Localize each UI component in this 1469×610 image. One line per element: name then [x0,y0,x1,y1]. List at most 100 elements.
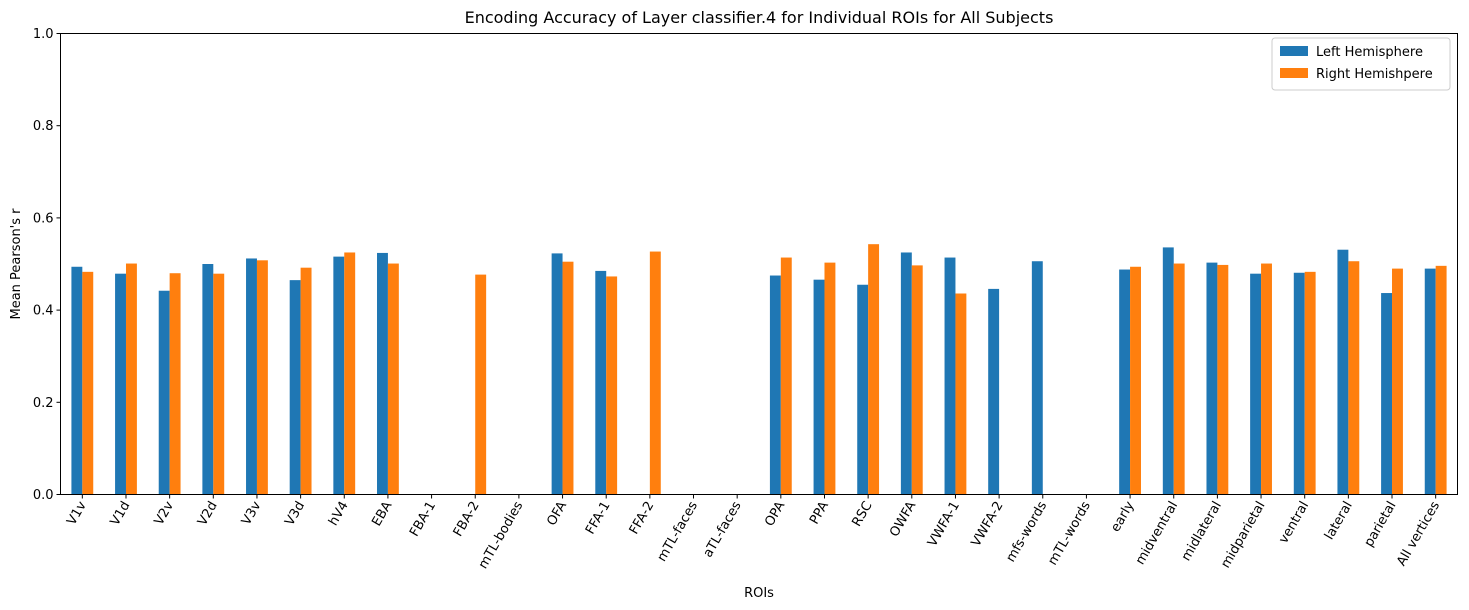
x-tick-label: V2d [195,499,221,529]
bar-right-FFA-2 [649,251,661,495]
legend: Left Hemisphere Right Hemishpere [1271,37,1451,91]
x-tick-label: midparietal [1218,499,1268,571]
bar-left-midventral [1162,247,1174,495]
y-tick-label: 0.4 [33,304,54,319]
bar-left-V1v [71,266,83,495]
x-tick-label: lateral [1322,499,1356,543]
bar-right-V2d [213,273,225,495]
bars-group [71,244,1447,495]
y-tick-label: 0.2 [33,396,54,411]
x-tick-label: V1d [108,499,134,529]
bar-left-PPA [813,279,825,495]
bar-left-VWFA-1 [944,257,956,495]
x-axis-label: ROIs [744,586,774,601]
bar-left-parietal [1381,293,1393,495]
x-tick-label: All vertices [1394,499,1443,569]
bar-left-OWFA [900,252,912,495]
bar-right-midventral [1173,263,1185,495]
y-axis: 0.0 0.2 0.4 0.6 0.8 1.0 [33,27,61,503]
bar-left-midparietal [1250,273,1262,495]
x-tick-label: mTL-words [1045,499,1094,568]
bar-right-OWFA [911,265,923,495]
chart-title: Encoding Accuracy of Layer classifier.4 … [465,8,1054,27]
legend-label: Left Hemisphere [1316,45,1423,60]
bar-right-lateral [1348,261,1360,495]
x-tick-label: mTL-bodies [476,499,527,572]
legend-box [1271,37,1451,91]
bar-right-EBA [387,263,399,495]
x-tick-label: V1v [64,499,90,528]
x-tick-label: V2v [152,499,178,528]
bar-right-OPA [780,257,792,495]
bar-right-parietal [1392,268,1403,495]
bar-right-VWFA-1 [955,293,967,495]
bar-right-PPA [824,262,836,495]
x-tick-label: mfs-words [1004,499,1051,565]
y-tick-label: 0.6 [33,211,54,226]
x-tick-label: EBA [369,499,395,529]
x-tick-label: FBA-2 [451,499,483,539]
y-tick-label: 1.0 [33,27,54,42]
bar-left-V3v [246,258,257,495]
bar-left-OPA [769,275,781,495]
x-tick-label: V3v [239,499,265,528]
bar-right-RSC [868,244,880,495]
bar-left-OFA [551,253,563,495]
bar-right-midparietal [1261,263,1272,495]
bar-left-V2v [158,290,170,495]
bar-left-lateral [1337,249,1349,495]
bar-right-FFA-1 [606,276,618,495]
bar-left-VWFA-2 [988,288,1000,495]
x-tick-label: OPA [762,499,788,529]
bar-left-EBA [377,252,388,495]
x-tick-label: ventral [1276,499,1312,546]
legend-swatch [1280,46,1308,56]
legend-label: Right Hemishpere [1316,67,1433,82]
bar-right-V3v [256,260,268,495]
bar-left-hV4 [333,256,345,495]
bar-right-hV4 [344,252,356,495]
bar-left-early [1119,269,1131,495]
x-tick-label: hV4 [326,499,352,529]
bar-left-FFA-1 [595,270,607,495]
x-tick-label: OFA [544,499,570,529]
x-tick-label: OWFA [887,499,919,540]
bar-right-ventral [1304,271,1316,495]
bar-right-early [1130,266,1141,495]
y-axis-label: Mean Pearson's r [9,208,24,320]
x-axis: V1v V1d V2v V2d V3v V3d hV4 EBA FBA-1 FBA-2mTL-bo… [64,494,1443,572]
bar-right-OFA [562,261,574,495]
bar-right-All vertices [1435,265,1447,495]
bar-right-V1d [125,263,137,495]
bar-right-midlateral [1217,264,1229,495]
x-tick-label: PPA [807,499,832,527]
legend-swatch [1280,68,1308,78]
x-tick-label: FBA-1 [407,499,439,539]
y-tick-label: 0.8 [33,119,54,134]
x-tick-label: FFA-1 [583,499,614,537]
x-tick-label: midventral [1133,499,1181,568]
x-tick-label: midlateral [1179,499,1225,564]
bar-left-V2d [202,264,214,495]
bar-left-mfs-words [1031,261,1043,495]
bar-right-FBA-2 [475,274,487,495]
bar-left-V3d [289,280,301,495]
x-tick-label: aTL-faces [701,499,745,560]
x-tick-label: early [1108,499,1137,535]
x-tick-label: RSC [849,499,875,529]
x-tick-label: mTL-faces [655,499,701,565]
y-tick-label: 0.0 [33,488,54,503]
x-tick-label: VWFA-2 [969,499,1007,549]
bar-right-V2v [169,273,181,495]
bar-left-V1d [115,273,126,495]
x-tick-label: FFA-2 [627,499,658,537]
bar-left-ventral [1293,272,1305,495]
bar-right-V1v [82,271,94,495]
x-tick-label: parietal [1362,499,1400,550]
plot-frame [60,33,1458,495]
bar-left-RSC [857,284,869,495]
bar-left-midlateral [1206,262,1218,495]
x-tick-label: VWFA-1 [925,499,963,549]
x-tick-label: V3d [282,499,308,529]
